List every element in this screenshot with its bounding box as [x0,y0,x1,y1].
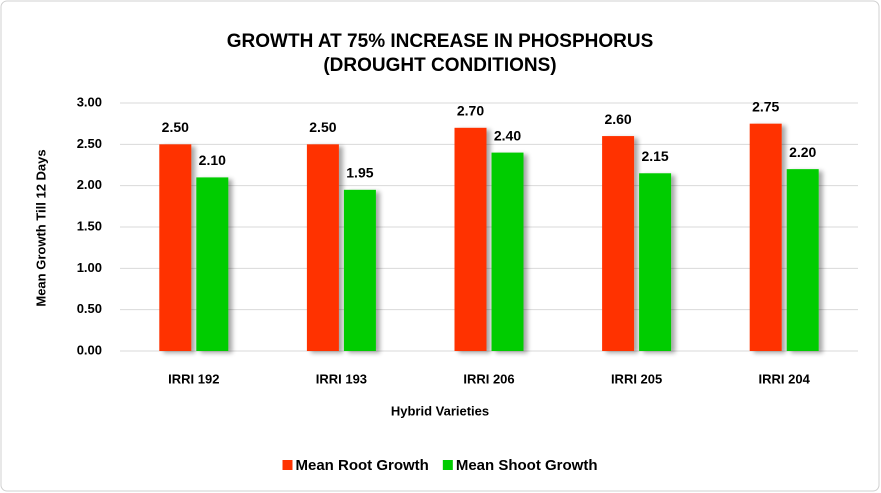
bar [602,136,635,351]
bar [343,189,376,351]
legend-swatch [282,460,293,470]
bar [749,123,782,352]
value-label: 2.50 [309,119,336,135]
value-label: 1.95 [346,165,373,181]
x-tick-label: IRRI 205 [611,371,662,386]
value-label: 2.75 [752,98,779,114]
y-tick-label: 0.50 [77,301,102,316]
legend-swatch [442,460,453,470]
y-tick-label: 2.50 [77,136,102,151]
y-tick-label: 1.50 [77,218,102,233]
y-tick-label: 3.00 [77,94,102,109]
bar [786,169,819,351]
y-tick-label: 2.00 [77,177,102,192]
value-label: 2.15 [641,148,668,164]
x-tick-label: IRRI 206 [463,371,514,386]
legend-label: Mean Root Growth [296,457,429,474]
legend-label: Mean Shoot Growth [456,457,598,474]
y-tick-label: 1.00 [77,260,102,275]
x-tick-label: IRRI 193 [316,371,367,386]
x-tick-label: IRRI 192 [168,371,219,386]
y-axis-title: Mean Growth Till 12 Days [33,149,48,306]
bar [196,177,229,351]
value-label: 2.20 [789,144,816,160]
bar [454,127,487,351]
bar [306,144,339,351]
x-axis-title: Hybrid Varieties [391,403,489,418]
value-label: 2.40 [494,127,521,143]
y-tick-label: 0.00 [77,342,102,357]
value-label: 2.10 [199,152,226,168]
chart-title: (DROUGHT CONDITIONS) [323,55,556,76]
bar [159,144,192,351]
x-tick-label: IRRI 204 [759,371,811,386]
value-label: 2.50 [162,119,189,135]
chart-title: GROWTH AT 75% INCREASE IN PHOSPHORUS [227,31,654,52]
value-label: 2.70 [457,103,484,119]
value-label: 2.60 [604,111,631,127]
bar [491,152,524,351]
bar [639,173,672,351]
